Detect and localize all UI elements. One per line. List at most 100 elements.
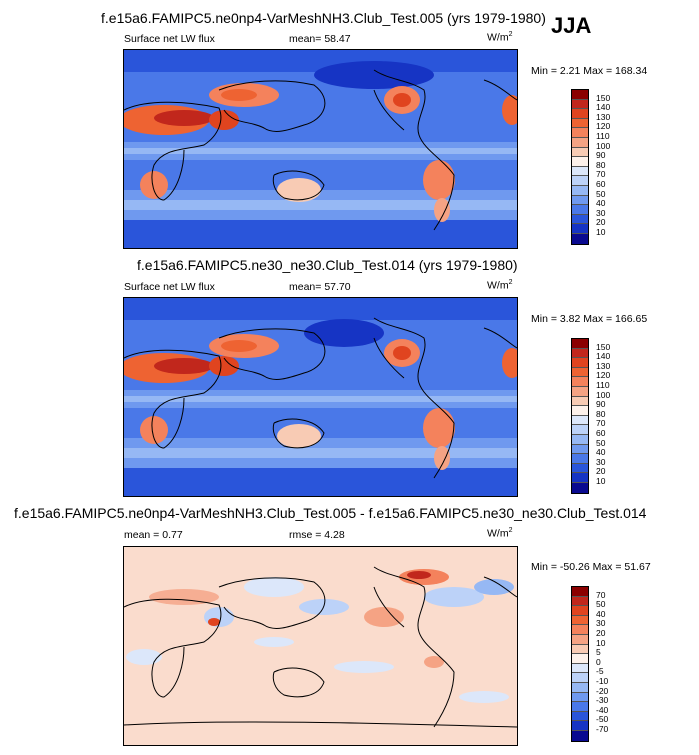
colorbar-tick-label: 80 [596,408,606,419]
panel-1-map [123,49,518,249]
colorbar-tick-label: 10 [596,476,606,486]
colorbar-tick-label: 110 [596,131,610,141]
colorbar-tick-label: 150 [596,92,611,103]
panel-2-field [124,298,517,496]
colorbar-cell [572,654,588,664]
colorbar-cell [572,454,588,464]
colorbar-tick-label: 140 [596,351,611,362]
colorbar-tick-label: -5 [596,666,604,677]
colorbar-tick-label: 20 [596,466,606,477]
colorbar-cell [572,634,588,645]
colorbar-cell [572,463,588,474]
colorbar-cell [572,444,588,455]
colorbar-tick-label: 40 [596,447,606,458]
colorbar-tick-label: 10 [596,227,606,237]
colorbar-tick-label: 20 [596,628,606,638]
panel-1-colorbar-box [571,89,589,245]
colorbar-tick-label: 40 [596,198,606,209]
colorbar-cell [572,396,588,407]
colorbar-cell [572,99,588,110]
panel-3-colorbar [571,586,589,742]
colorbar-tick-label: 150 [596,341,611,352]
panel-1-mean: mean= 58.47 [289,33,351,45]
colorbar-cell [572,625,588,635]
colorbar-tick-label: 120 [596,370,611,381]
colorbar-tick-label: 130 [596,111,611,122]
colorbar-cell [572,233,588,244]
panel-3-map [123,546,518,746]
colorbar-cell [572,482,588,493]
colorbar-cell [572,606,588,616]
panel-1-minmax: Min = 2.21 Max = 168.34 [531,65,648,77]
colorbar-cell [572,339,588,349]
colorbar-tick-label: 30 [596,207,606,218]
colorbar-cell [572,434,588,445]
colorbar-cell [572,721,588,731]
colorbar-tick-label: 120 [596,121,611,132]
colorbar-cell [572,195,588,206]
colorbar-cell [572,425,588,435]
panel-1-title: f.e15a6.FAMIPC5.ne0np4-VarMeshNH3.Club_T… [101,10,546,26]
colorbar-tick-label: 50 [596,599,606,610]
panel-3-units: W/m2 [487,527,513,540]
colorbar-tick-label: -20 [596,685,609,696]
colorbar-tick-label: -30 [596,695,609,706]
colorbar-tick-label: 0 [596,656,601,667]
colorbar-tick-label: -50 [596,714,609,725]
colorbar-tick-label: 50 [596,437,606,448]
colorbar-tick-label: 30 [596,456,606,467]
colorbar-tick-label: -40 [596,704,609,715]
panel-2-title: f.e15a6.FAMIPC5.ne30_ne30.Club_Test.014 … [137,257,518,273]
panel-2-left-label: Surface net LW flux [124,281,215,293]
colorbar-tick-label: 50 [596,188,606,199]
panel-2-map [123,297,518,497]
panel-2-colorbar [571,338,589,494]
colorbar-tick-label: 10 [596,637,606,648]
colorbar-cell [572,90,588,100]
colorbar-cell [572,596,588,607]
colorbar-cell [572,348,588,359]
colorbar-cell [572,137,588,148]
colorbar-tick-label: 40 [596,608,606,619]
season-label: JJA [551,13,592,38]
panel-3-field [124,547,517,745]
panel-1-units: W/m2 [487,31,513,44]
panel-2-mean: mean= 57.70 [289,281,351,293]
panel-1-colorbar [571,89,589,245]
colorbar-cell [572,682,588,693]
colorbar-tick-label: 30 [596,618,606,629]
colorbar-tick-label: 130 [596,360,611,371]
panel-2-units: W/m2 [487,279,513,292]
colorbar-tick-label: 80 [596,159,606,170]
colorbar-cell [572,157,588,167]
colorbar-cell [572,386,588,397]
colorbar-cell [572,185,588,196]
colorbar-tick-label: 60 [596,179,606,189]
colorbar-cell [572,205,588,215]
colorbar-cell [572,224,588,234]
panel-3-rmse: rmse = 4.28 [289,529,345,541]
colorbar-cell [572,692,588,703]
colorbar-cell [572,109,588,119]
colorbar-cell [572,166,588,177]
colorbar-tick-label: 90 [596,150,606,161]
panel-1-field [124,50,517,248]
panel-3-title: f.e15a6.FAMIPC5.ne0np4-VarMeshNH3.Club_T… [14,505,647,521]
colorbar-cell [572,415,588,426]
colorbar-tick-label: 100 [596,389,611,400]
colorbar-cell [572,358,588,368]
panel-2-minmax: Min = 3.82 Max = 166.65 [531,313,648,325]
colorbar-cell [572,644,588,655]
colorbar-cell [572,128,588,138]
colorbar-cell [572,702,588,712]
colorbar-cell [572,147,588,158]
panel-2-colorbar-box [571,338,589,494]
colorbar-tick-label: 70 [596,589,606,600]
colorbar-cell [572,377,588,387]
colorbar-tick-label: -10 [596,676,609,686]
colorbar-tick-label: 90 [596,399,606,410]
colorbar-cell [572,176,588,186]
colorbar-cell [572,367,588,378]
colorbar-cell [572,673,588,683]
colorbar-tick-label: 20 [596,217,606,228]
